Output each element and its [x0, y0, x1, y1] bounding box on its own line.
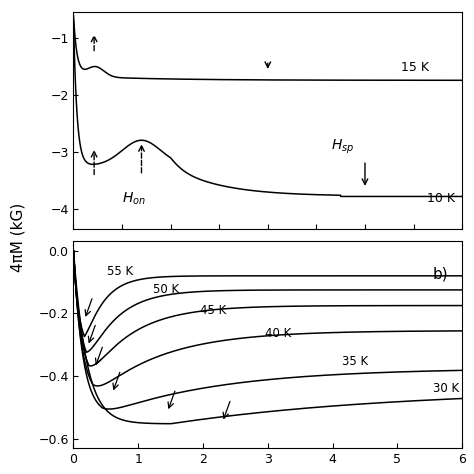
Text: $H_{sp}$: $H_{sp}$ [331, 138, 354, 156]
Text: 50 K: 50 K [153, 283, 179, 296]
Text: b): b) [433, 266, 448, 282]
Text: 30 K: 30 K [433, 382, 459, 395]
Text: 15 K: 15 K [401, 61, 429, 73]
Text: 10 K: 10 K [427, 192, 455, 205]
Text: 55 K: 55 K [107, 264, 133, 278]
Text: 40 K: 40 K [264, 327, 291, 340]
Text: 35 K: 35 K [342, 356, 368, 368]
Text: 45 K: 45 K [200, 304, 226, 317]
Text: 4πM (kG): 4πM (kG) [10, 202, 26, 272]
Text: $H_{on}$: $H_{on}$ [122, 190, 146, 207]
